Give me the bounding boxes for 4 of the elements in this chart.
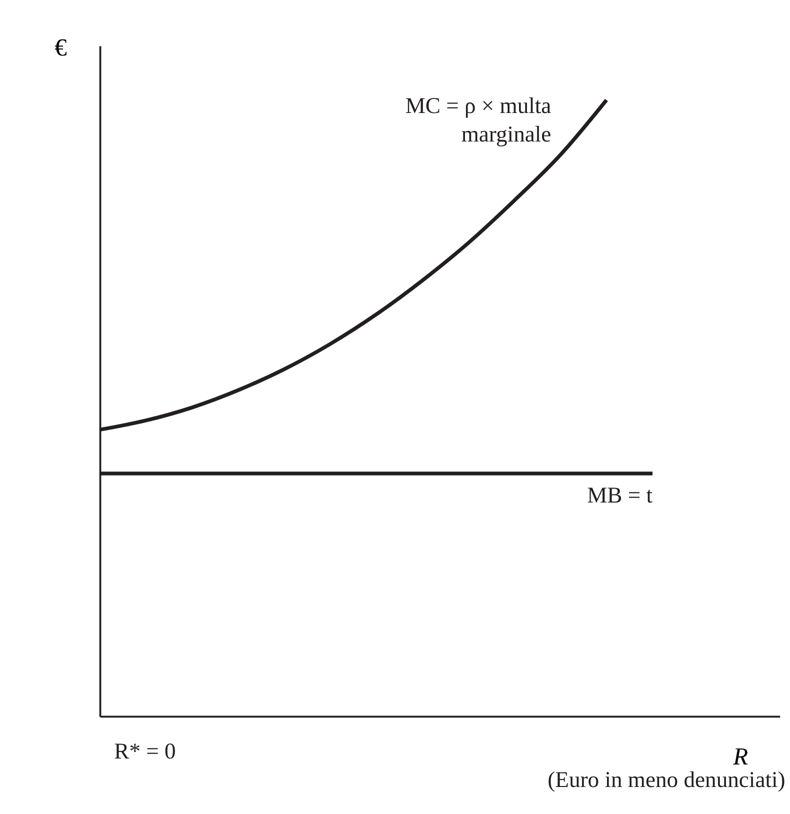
series-label: MB = t [587,482,654,508]
text: R* = 0 [114,738,176,764]
series-label: MC = ρ × multa marginale [405,93,552,146]
y-axis-title: € [54,34,67,62]
